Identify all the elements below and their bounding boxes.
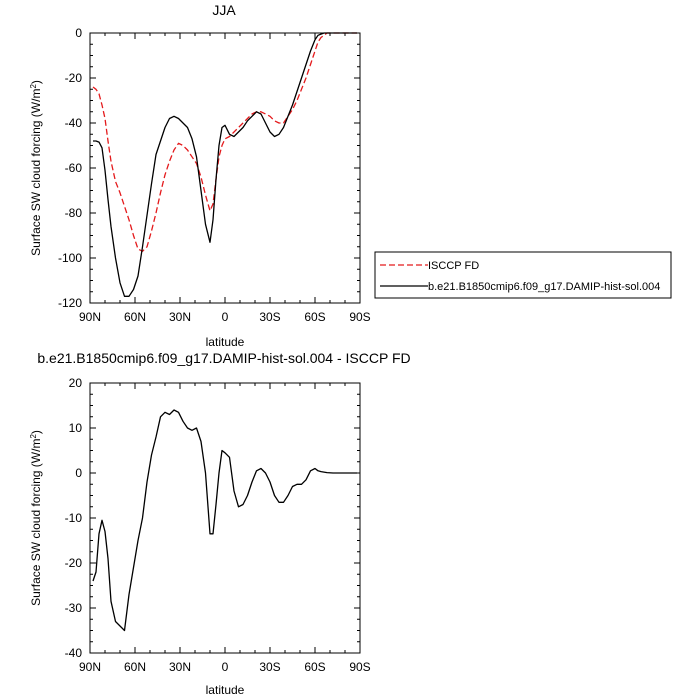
bottom-y-tick-label: -30 <box>65 601 83 615</box>
top-y-axis-label-suffix: ) <box>29 80 43 84</box>
top-y-tick-label: -60 <box>65 161 83 175</box>
bottom-plot-frame <box>89 382 361 654</box>
bottom-x-tick-label: 60S <box>304 660 325 674</box>
bottom-ticks: 90N 60N 30N 0 30S 60S 90S 20 10 0 -10 -20 -30 -40 <box>65 376 371 674</box>
bottom-y-axis-label-suffix: ) <box>29 430 43 434</box>
top-ticks: 90N 60N 30N 0 30S 60S 90S 0 -20 -40 -60 -80 -100 -120 <box>58 26 371 324</box>
top-x-axis-label: latitude <box>206 335 245 349</box>
bottom-y-tick-label: 20 <box>69 376 83 390</box>
bottom-y-tick-label: 0 <box>75 466 82 480</box>
top-y-tick-label: -120 <box>58 296 82 310</box>
legend: ISCCP FD b.e21.B1850cmip6.f09_g17.DAMIP-… <box>374 251 672 299</box>
top-x-tick-label: 30S <box>259 310 280 324</box>
legend-label-isccp: ISCCP FD <box>428 260 479 272</box>
top-plot-frame <box>89 32 361 304</box>
bottom-panel-title: b.e21.B1850cmip6.f09_g17.DAMIP-hist-sol.… <box>37 350 410 366</box>
top-x-tick-label: 60S <box>304 310 325 324</box>
legend-label-model: b.e21.B1850cmip6.f09_g17.DAMIP-hist-sol.… <box>428 281 660 293</box>
top-series-lines <box>92 32 357 297</box>
top-y-tick-label: -40 <box>65 116 83 130</box>
bottom-y-tick-label: -20 <box>65 556 83 570</box>
top-x-tick-label: 0 <box>222 310 229 324</box>
bottom-y-tick-label: -40 <box>65 646 83 660</box>
bottom-y-axis-label-main: Surface SW cloud forcing (W/m <box>29 439 43 606</box>
bottom-x-tick-label: 30N <box>169 660 191 674</box>
legend-box <box>374 251 672 299</box>
top-panel: JJA 90N 60N 30N 0 30S 60S 90S 0 -20 -40 -60 -80 -100… <box>29 2 371 349</box>
top-x-tick-label: 60N <box>124 310 146 324</box>
top-y-axis-label-superscript: 2 <box>29 84 38 89</box>
top-y-axis-label-main: Surface SW cloud forcing (W/m <box>29 89 43 256</box>
bottom-y-axis-label: Surface SW cloud forcing (W/m2) <box>29 430 43 606</box>
bottom-x-tick-label: 90N <box>79 660 101 674</box>
bottom-x-tick-label: 30S <box>259 660 280 674</box>
bottom-y-tick-label: 10 <box>69 421 83 435</box>
bottom-x-tick-label: 0 <box>222 660 229 674</box>
top-y-tick-label: -20 <box>65 71 83 85</box>
top-y-axis-label: Surface SW cloud forcing (W/m2) <box>29 80 43 256</box>
bottom-x-axis-label: latitude <box>206 683 245 697</box>
top-y-tick-label: 0 <box>75 26 82 40</box>
top-series-line-1 <box>93 32 357 297</box>
bottom-series-lines <box>92 409 357 632</box>
bottom-y-tick-label: -10 <box>65 511 83 525</box>
bottom-x-tick-label: 90S <box>349 660 370 674</box>
top-series-line-0 <box>92 32 357 252</box>
top-x-tick-label: 90N <box>79 310 101 324</box>
top-y-tick-label: -80 <box>65 206 83 220</box>
top-x-tick-label: 30N <box>169 310 191 324</box>
bottom-x-tick-label: 60N <box>124 660 146 674</box>
top-y-tick-label: -100 <box>58 251 82 265</box>
bottom-series-line-0 <box>92 409 357 632</box>
bottom-y-axis-label-superscript: 2 <box>29 434 38 439</box>
top-panel-title: JJA <box>212 2 236 18</box>
top-x-tick-label: 90S <box>349 310 370 324</box>
bottom-panel: b.e21.B1850cmip6.f09_g17.DAMIP-hist-sol.… <box>29 350 411 697</box>
